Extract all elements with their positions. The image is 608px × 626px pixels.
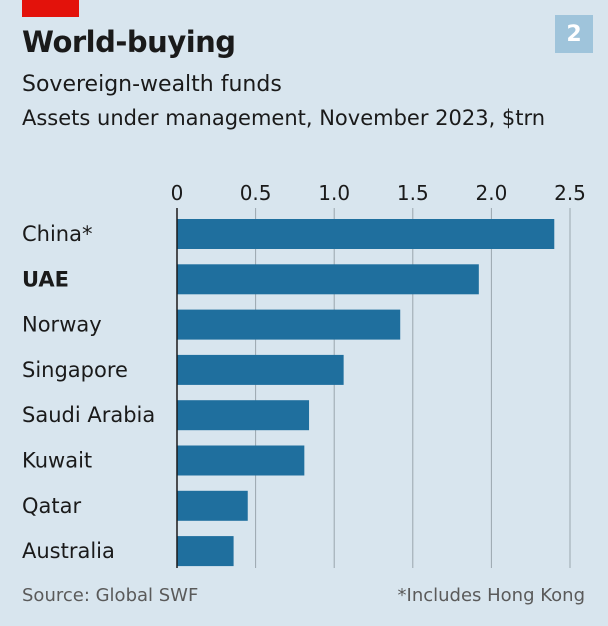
x-tick-label: 1.5 (397, 181, 429, 205)
bar (177, 219, 555, 249)
x-tick-label: 2.0 (475, 181, 507, 205)
chart-subtitle: Sovereign-wealth funds (22, 72, 282, 97)
bar (177, 536, 234, 567)
x-tick-label: 2.5 (554, 181, 586, 205)
category-label: Norway (22, 313, 102, 337)
bar-chart: 0 0.5 1.0 1.5 2.0 2.5 China* UAE Norway Singapore… (22, 181, 586, 568)
category-label: Singapore (22, 358, 128, 382)
bar (177, 445, 305, 476)
x-tick-label: 0.5 (240, 181, 272, 205)
category-label: China* (22, 222, 93, 246)
category-label: Qatar (22, 494, 82, 518)
brand-tag (22, 0, 79, 17)
category-label: Kuwait (22, 449, 92, 473)
bar (177, 309, 401, 340)
chart-title: World-buying (22, 25, 236, 59)
category-label: Australia (22, 539, 115, 563)
chart-number-badge: 2 (555, 15, 593, 53)
bar (177, 354, 344, 385)
bar (177, 400, 310, 431)
footnote: *Includes Hong Kong (397, 585, 585, 606)
category-label: UAE (22, 267, 69, 291)
x-tick-label: 1.0 (318, 181, 350, 205)
category-label: Saudi Arabia (22, 403, 155, 427)
bar (177, 264, 479, 295)
x-tick-label: 0 (171, 181, 184, 205)
bar (177, 490, 248, 521)
chart-description: Assets under management, November 2023, … (22, 106, 546, 130)
source-note: Source: Global SWF (22, 585, 199, 606)
